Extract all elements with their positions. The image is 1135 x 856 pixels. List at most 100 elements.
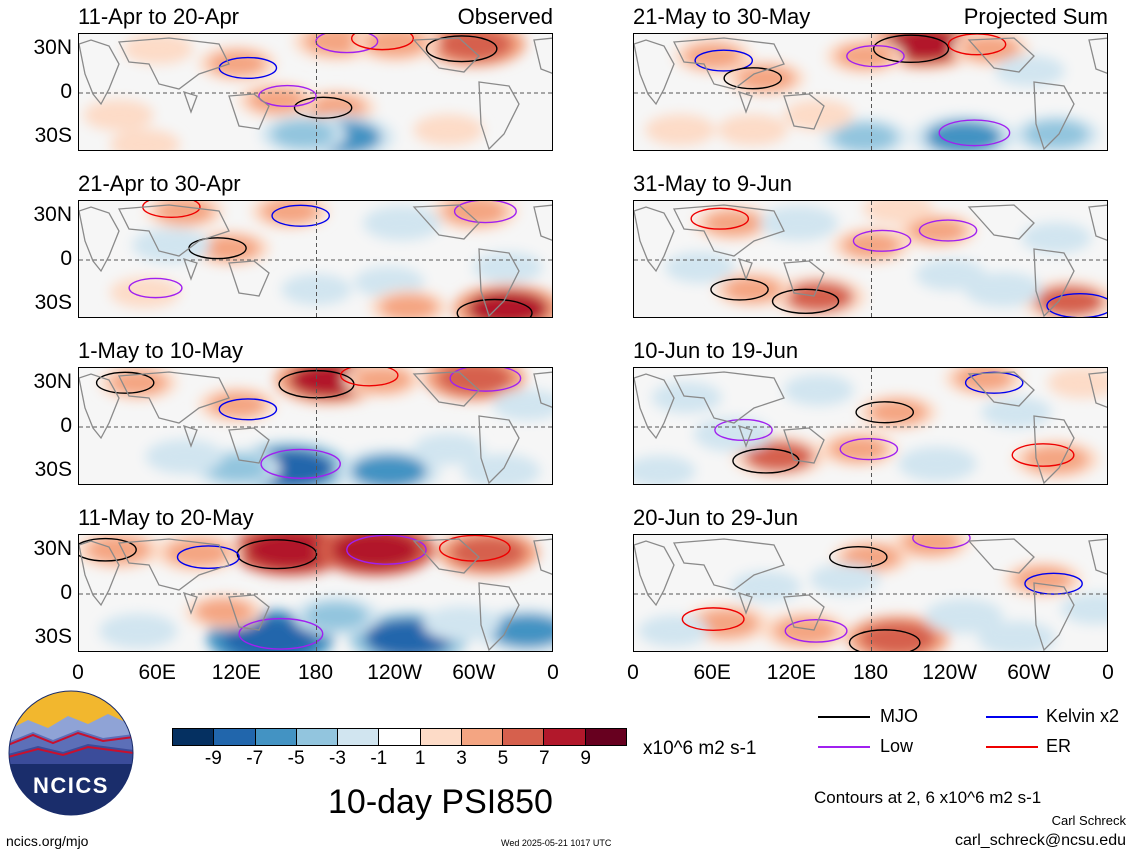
lon-tick-label: 120E xyxy=(766,661,816,684)
anomaly-blob xyxy=(792,378,845,402)
anomaly-blob xyxy=(925,120,1002,150)
coastline xyxy=(672,371,785,424)
coastline xyxy=(737,91,753,114)
anomaly-blob xyxy=(684,43,743,70)
coastline xyxy=(783,427,825,464)
wave-contour xyxy=(95,371,155,394)
coastline xyxy=(1088,204,1107,241)
anomaly-blob xyxy=(1056,371,1107,395)
map-svg xyxy=(634,201,1107,317)
coastline xyxy=(79,540,120,607)
coastline xyxy=(1033,415,1075,484)
contour-note: Contours at 2, 6 x10^6 m2 s-1 xyxy=(814,788,1042,807)
lon-tick-label: 60E xyxy=(693,661,731,684)
wave-contour xyxy=(425,35,498,63)
anomaly-blob xyxy=(673,255,726,279)
coastline xyxy=(412,538,480,574)
legend-line-kelvin xyxy=(986,716,1038,718)
anomaly-blob xyxy=(379,294,438,317)
wave-contour xyxy=(1046,293,1107,317)
site-link[interactable]: ncics.org/mjo xyxy=(6,833,89,849)
anomaly-blob xyxy=(290,277,343,302)
coastline xyxy=(1033,582,1075,651)
anomaly-blob xyxy=(924,263,977,287)
panel-title: 31-May to 9-Jun xyxy=(633,171,792,196)
anomaly-blob xyxy=(142,232,201,259)
anomaly-blob xyxy=(871,201,924,220)
coastline xyxy=(182,425,198,448)
legend-line-mjo xyxy=(818,716,870,718)
colorbar-swatch xyxy=(173,729,215,745)
anomaly-blob xyxy=(819,567,872,591)
legend-label-er: ER xyxy=(1046,736,1072,756)
anomaly-blob xyxy=(829,436,888,463)
panel-title: 11-May to 20-May xyxy=(78,505,254,530)
anomaly-blob xyxy=(109,369,168,396)
anomaly-blob xyxy=(908,217,967,244)
panel-tag: Observed xyxy=(457,4,553,29)
anomaly-blob xyxy=(859,621,936,651)
wave-contour xyxy=(176,545,240,570)
anomaly-blob xyxy=(132,37,185,61)
lon-tick-label: 120E xyxy=(211,661,261,684)
wave-contour xyxy=(350,34,414,51)
wave-contour xyxy=(128,277,183,299)
lat-tick-label: 30S xyxy=(34,291,72,315)
coastline xyxy=(783,260,825,297)
panel-title: 10-Jun to 19-Jun xyxy=(633,338,799,363)
lat-tick-label: 30N xyxy=(33,536,72,560)
coastline xyxy=(634,373,675,440)
lon-tick-label: 180 xyxy=(297,661,334,684)
anomaly-blob xyxy=(868,399,927,426)
wave-contour xyxy=(339,368,399,387)
panel-title: 20-Jun to 29-Jun xyxy=(633,505,799,530)
coastline xyxy=(672,204,785,257)
coastline xyxy=(967,538,1035,574)
colorbar-tick-label: 9 xyxy=(580,748,591,769)
coastline xyxy=(1033,248,1075,317)
coastline xyxy=(412,37,480,73)
wave-contour xyxy=(710,278,769,301)
anomaly-blob xyxy=(934,603,993,630)
wave-contour xyxy=(947,34,1007,56)
coastline xyxy=(737,425,753,448)
colorbar-swatch xyxy=(338,729,380,745)
coastline xyxy=(1033,81,1075,150)
colorbar-swatch xyxy=(503,729,545,745)
wave-contour xyxy=(690,207,750,230)
coastline xyxy=(967,37,1035,73)
coastline xyxy=(182,592,198,615)
coastline xyxy=(228,260,270,297)
wave-contour xyxy=(938,119,1011,147)
anomaly-blob xyxy=(1014,566,1073,593)
wave-contour xyxy=(681,607,745,631)
lon-tick-label: 0 xyxy=(547,661,559,684)
colorbar-swatch xyxy=(420,729,462,745)
legend-label-kelvin: Kelvin x2 xyxy=(1046,706,1120,726)
coastline xyxy=(228,594,270,631)
lat-tick-label: 30S xyxy=(34,124,72,148)
anomaly-blob xyxy=(118,280,171,305)
anomaly-blob xyxy=(832,123,897,150)
timestamp: Wed 2025-05-21 1017 UTC xyxy=(501,838,612,848)
author-email[interactable]: carl_schreck@ncsu.edu xyxy=(955,832,1126,849)
anomaly-blob xyxy=(118,133,171,150)
anomaly-blob xyxy=(86,535,151,564)
colorbar-swatch xyxy=(544,729,586,745)
wave-contour xyxy=(872,34,950,64)
colorbar-swatch xyxy=(461,729,504,745)
anomaly-blob xyxy=(353,368,412,393)
colorbar-tick-label: 3 xyxy=(456,748,467,769)
wave-contour xyxy=(218,56,278,80)
coastline xyxy=(783,93,825,130)
map-svg xyxy=(634,368,1107,484)
coastline xyxy=(533,371,552,408)
coastline xyxy=(737,592,753,615)
coastline xyxy=(1088,37,1107,74)
coastline xyxy=(79,39,120,106)
anomaly-blob xyxy=(736,65,795,92)
wave-contour xyxy=(260,448,341,479)
coastline xyxy=(1088,371,1107,408)
lon-tick-label: 120W xyxy=(922,661,978,684)
colorbar-tick-label: 5 xyxy=(497,748,509,769)
